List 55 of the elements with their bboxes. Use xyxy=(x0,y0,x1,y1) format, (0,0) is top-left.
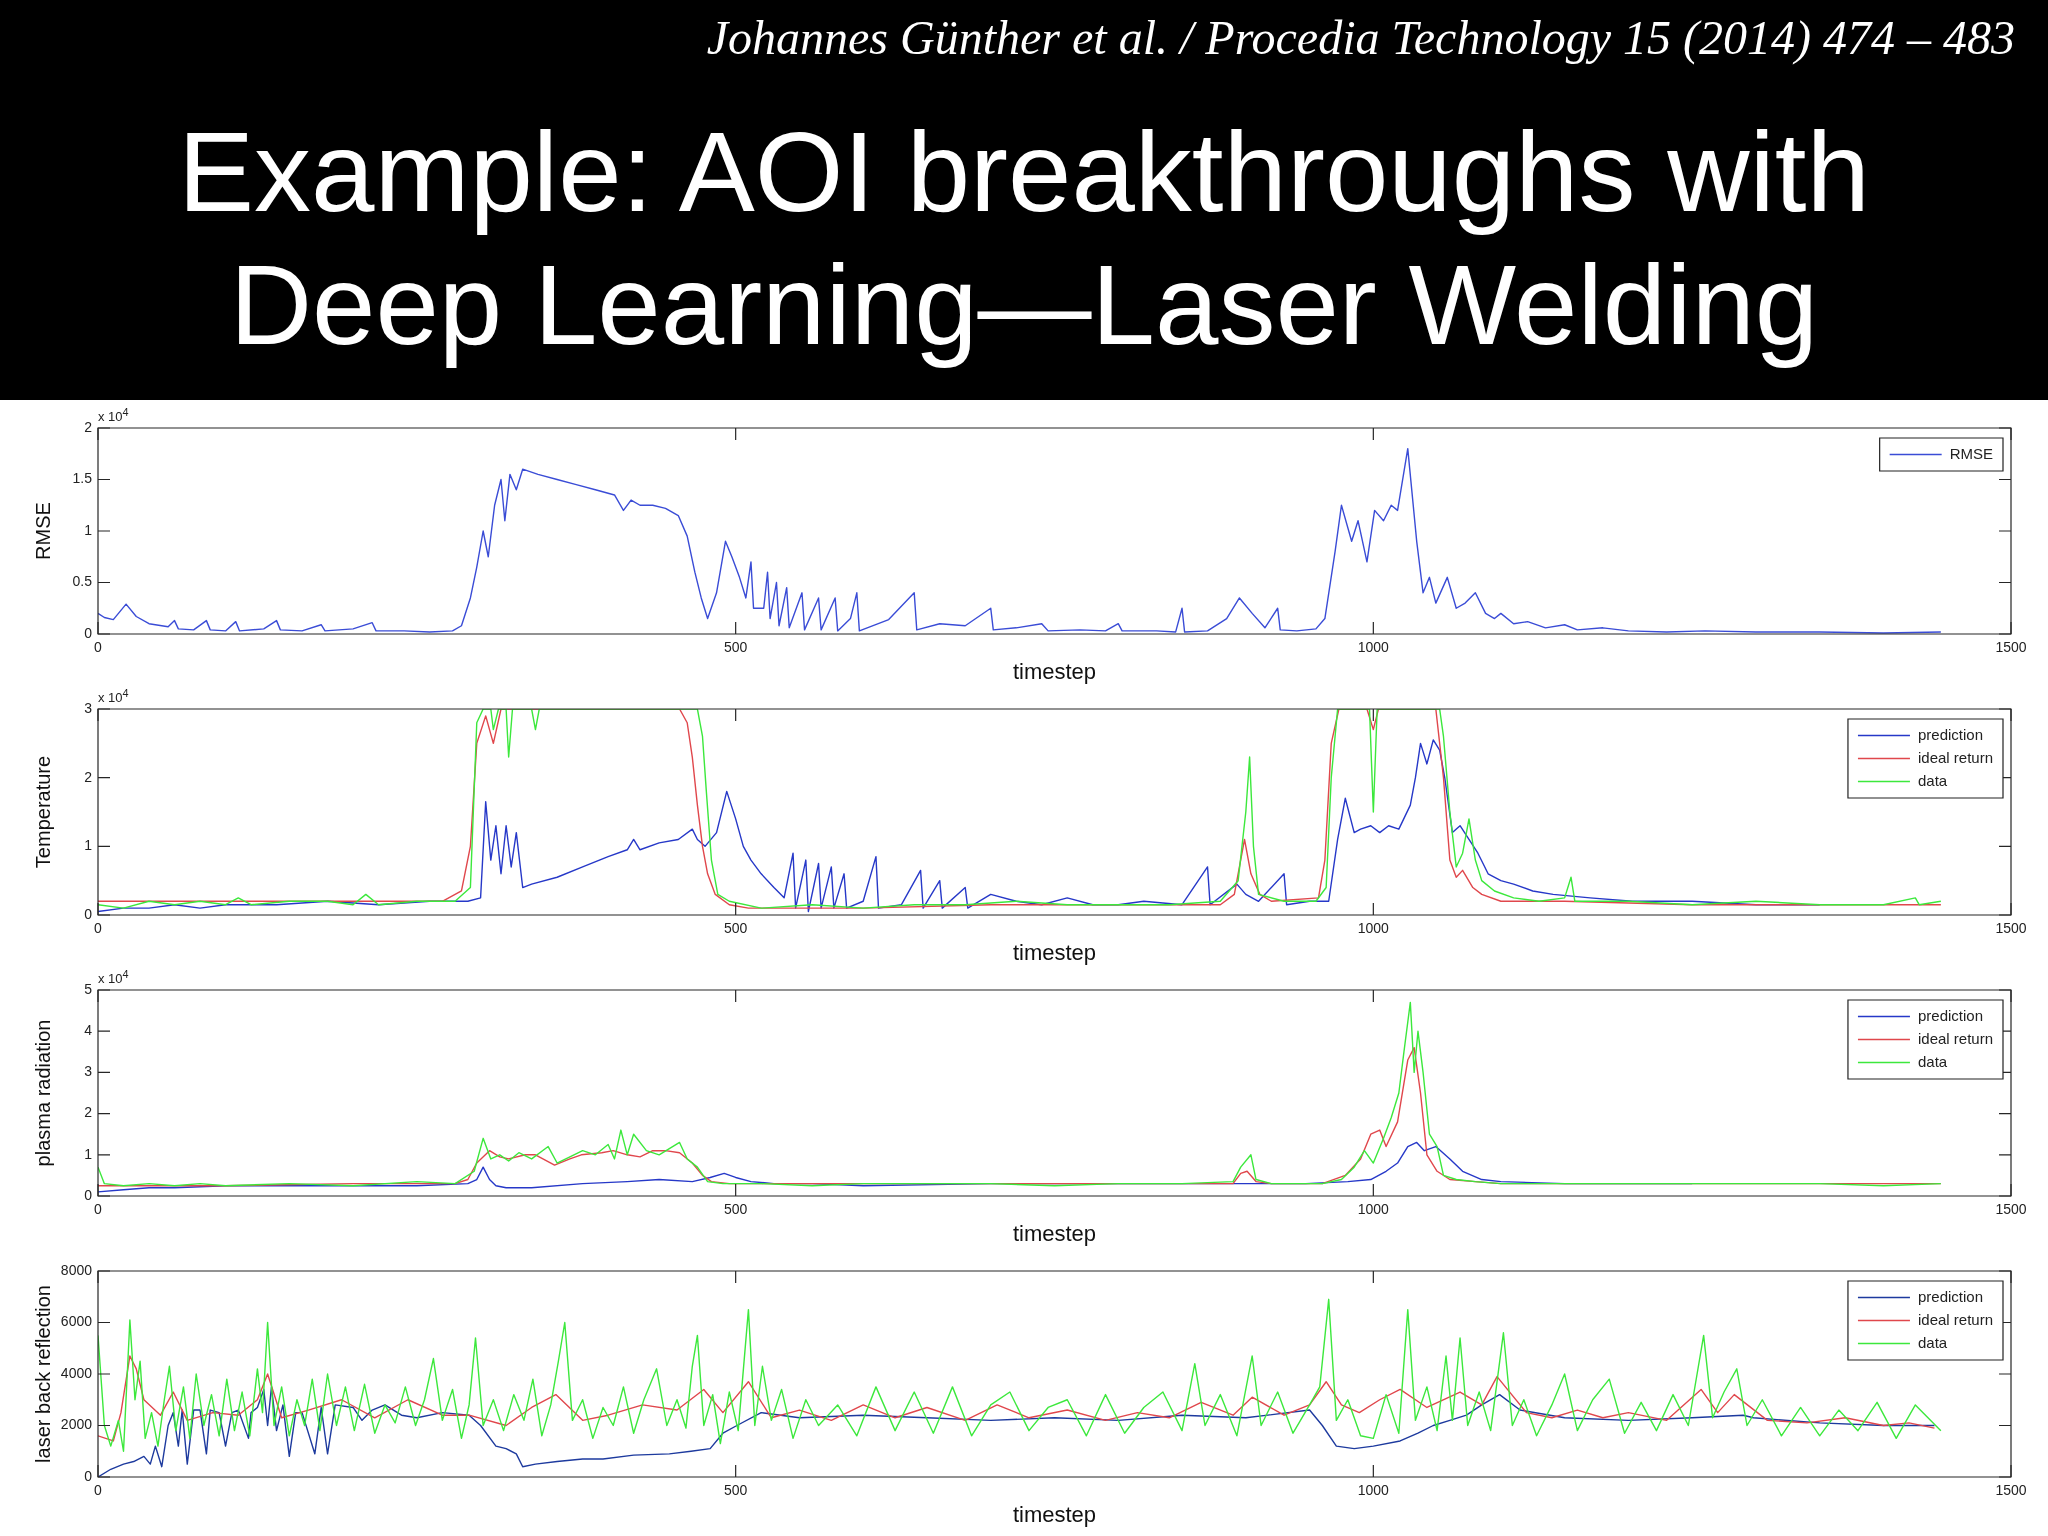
legend-label: prediction xyxy=(1917,1006,1983,1024)
y-tick-label: 5 xyxy=(84,980,93,997)
x-tick-label: 500 xyxy=(723,920,748,937)
y-tick-label: 1.5 xyxy=(72,470,93,487)
legend-label: ideal return xyxy=(1917,748,1993,766)
x-tick-label: 1000 xyxy=(1357,1201,1390,1218)
x-tick-label: 1500 xyxy=(1995,1201,2027,1218)
x-tick-label: 1000 xyxy=(1357,920,1390,937)
y-tick-label: 4000 xyxy=(60,1364,93,1381)
x-tick-label: 1000 xyxy=(1357,1482,1390,1499)
y-tick-label: 8000 xyxy=(60,1261,93,1278)
legend-label: data xyxy=(1917,1052,1948,1070)
x-tick-label: 1000 xyxy=(1357,639,1390,656)
legend-label: data xyxy=(1917,771,1948,789)
text: x 10$^{4}$ xyxy=(98,687,129,706)
y-tick-label: 2 xyxy=(84,1104,93,1121)
x-axis-title: timestep xyxy=(1012,1502,1097,1528)
x-axis-title: timestep xyxy=(1012,1221,1097,1247)
x-axis-title: timestep xyxy=(1012,659,1097,685)
text: Johannes Günther et al. / Procedia Technology 15 (2014) 474 – 483 xyxy=(706,10,2015,65)
y-tick-label: 2 xyxy=(84,418,93,435)
y-tick-label: 0 xyxy=(84,905,93,922)
x-tick-label: 1500 xyxy=(1995,1482,2027,1499)
y-tick-label: 1 xyxy=(84,837,93,854)
y-tick-label: 1 xyxy=(84,521,93,538)
text: x 10$^{4}$ xyxy=(98,968,129,987)
x-tick-label: 1500 xyxy=(1995,639,2027,656)
y-tick-label: 4 xyxy=(84,1022,93,1039)
x-axis-title: timestep xyxy=(1012,940,1097,966)
y-axis-title: laser back reflection xyxy=(31,1285,54,1463)
y-tick-label: 3 xyxy=(84,699,93,716)
legend-label: RMSE xyxy=(1949,444,1994,462)
y-tick-label: 2000 xyxy=(60,1416,93,1433)
y-tick-label: 0.5 xyxy=(72,573,93,590)
x-tick-label: 500 xyxy=(723,1201,748,1218)
x-tick-label: 500 xyxy=(723,1482,748,1499)
legend-label: ideal return xyxy=(1917,1029,1993,1047)
y-tick-label: 3 xyxy=(84,1063,93,1080)
y-tick-label: 0 xyxy=(84,1186,93,1203)
text: x 10$^{4}$ xyxy=(98,406,129,425)
legend-label: data xyxy=(1917,1333,1948,1351)
y-tick-label: 0 xyxy=(84,624,93,641)
text: Example: AOI breakthroughs with Deep Learning—Laser Welding xyxy=(177,107,1871,370)
y-axis-title: Temperature xyxy=(31,755,54,869)
x-tick-label: 500 xyxy=(723,639,748,656)
legend-label: ideal return xyxy=(1917,1310,1993,1328)
y-axis-title: plasma radiation xyxy=(31,1019,54,1167)
y-axis-title: RMSE xyxy=(31,502,54,560)
legend-label: prediction xyxy=(1917,725,1983,743)
y-tick-label: 6000 xyxy=(60,1313,93,1330)
y-tick-label: 2 xyxy=(84,768,93,785)
legend-label: prediction xyxy=(1917,1287,1983,1305)
x-tick-label: 1500 xyxy=(1995,920,2027,937)
y-tick-label: 0 xyxy=(84,1467,93,1484)
y-tick-label: 1 xyxy=(84,1145,93,1162)
